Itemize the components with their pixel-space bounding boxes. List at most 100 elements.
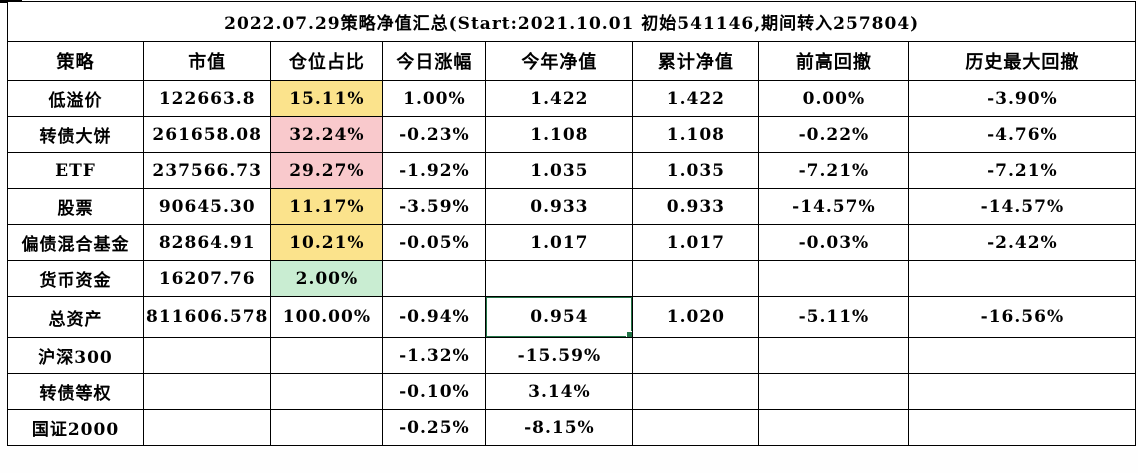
column-header[interactable]: 市值 <box>142 41 272 81</box>
value-cell[interactable]: 90645.30 <box>142 188 272 225</box>
value-cell[interactable]: 3.14% <box>485 373 634 410</box>
strategy-name-cell[interactable]: 货币资金 <box>7 260 144 297</box>
value-cell[interactable]: -1.92% <box>382 152 487 189</box>
value-cell[interactable]: -14.57% <box>758 188 910 225</box>
table-row: 转债大饼 261658.08 32.24% -0.23% 1.108 1.108 -0.22… <box>7 116 1137 153</box>
title-row: 2022.07.29策略净值汇总(Start:2021.10.01 初始5411… <box>6 1 1137 42</box>
value-cell[interactable]: 811606.578 <box>142 296 272 338</box>
value-cell[interactable]: 32.24% <box>270 116 384 153</box>
value-cell[interactable]: 0.954 <box>485 296 634 338</box>
table-row: 转债等权 -0.10% 3.14% <box>7 373 1137 410</box>
value-cell[interactable]: 0.00% <box>758 80 910 117</box>
table-row: 沪深300 -1.32% -15.59% <box>7 337 1137 374</box>
value-cell[interactable] <box>758 337 910 374</box>
value-cell[interactable]: 1.108 <box>632 116 760 153</box>
strategy-name-cell[interactable]: 转债等权 <box>7 373 144 410</box>
value-cell[interactable]: -0.03% <box>758 224 910 261</box>
value-cell[interactable]: 261658.08 <box>142 116 272 153</box>
value-cell[interactable]: 15.11% <box>270 80 384 117</box>
column-header[interactable]: 今年净值 <box>485 41 634 81</box>
value-cell[interactable] <box>632 260 760 297</box>
value-cell[interactable]: -0.05% <box>382 224 487 261</box>
value-cell[interactable] <box>908 260 1137 297</box>
strategy-name-cell[interactable]: ETF <box>7 152 144 189</box>
value-cell[interactable] <box>908 409 1137 446</box>
value-cell[interactable] <box>142 409 272 446</box>
value-cell[interactable]: -4.76% <box>908 116 1137 153</box>
value-cell[interactable] <box>758 409 910 446</box>
value-cell[interactable]: 0.933 <box>632 188 760 225</box>
value-cell[interactable]: -8.15% <box>485 409 634 446</box>
value-cell[interactable] <box>908 373 1137 410</box>
value-cell[interactable] <box>142 337 272 374</box>
value-cell[interactable]: 100.00% <box>270 296 384 338</box>
strategy-name-cell[interactable]: 沪深300 <box>7 337 144 374</box>
value-cell[interactable]: -0.23% <box>382 116 487 153</box>
strategy-name-cell[interactable]: 股票 <box>7 188 144 225</box>
strategy-name-cell[interactable]: 低溢价 <box>7 80 144 117</box>
value-cell[interactable]: 10.21% <box>270 224 384 261</box>
value-cell[interactable]: 1.020 <box>632 296 760 338</box>
value-cell[interactable] <box>142 373 272 410</box>
strategy-nav-summary-table: 2022.07.29策略净值汇总(Start:2021.10.01 初始5411… <box>6 1 1137 446</box>
value-cell[interactable] <box>632 409 760 446</box>
value-cell[interactable]: 1.00% <box>382 80 487 117</box>
column-header[interactable]: 仓位占比 <box>270 41 384 81</box>
value-cell[interactable]: 1.108 <box>485 116 634 153</box>
strategy-name-cell[interactable]: 总资产 <box>7 296 144 338</box>
value-cell[interactable]: 237566.73 <box>142 152 272 189</box>
value-cell[interactable]: -2.42% <box>908 224 1137 261</box>
table-body: 低溢价 122663.8 15.11% 1.00% 1.422 1.422 0.00% -3.… <box>7 80 1137 446</box>
value-cell[interactable]: -7.21% <box>758 152 910 189</box>
value-cell[interactable]: 1.422 <box>485 80 634 117</box>
table-title[interactable]: 2022.07.29策略净值汇总(Start:2021.10.01 初始5411… <box>6 1 1137 42</box>
value-cell[interactable]: 29.27% <box>270 152 384 189</box>
value-cell[interactable] <box>758 373 910 410</box>
table-row: ETF 237566.73 29.27% -1.92% 1.035 1.035 -7.21%… <box>7 152 1137 189</box>
column-header[interactable]: 前高回撤 <box>758 41 910 81</box>
strategy-name-cell[interactable]: 偏债混合基金 <box>7 224 144 261</box>
value-cell[interactable] <box>270 409 384 446</box>
value-cell[interactable]: 0.933 <box>485 188 634 225</box>
value-cell[interactable]: -16.56% <box>908 296 1137 338</box>
strategy-name-cell[interactable]: 国证2000 <box>7 409 144 446</box>
value-cell[interactable]: 1.422 <box>632 80 760 117</box>
value-cell[interactable] <box>382 260 487 297</box>
strategy-name-cell[interactable]: 转债大饼 <box>7 116 144 153</box>
value-cell[interactable]: -3.59% <box>382 188 487 225</box>
column-header[interactable]: 累计净值 <box>632 41 760 81</box>
value-cell[interactable]: -0.22% <box>758 116 910 153</box>
value-cell[interactable] <box>485 260 634 297</box>
table-row: 偏债混合基金 82864.91 10.21% -0.05% 1.017 1.017 -0.0… <box>7 224 1137 261</box>
value-cell[interactable]: -5.11% <box>758 296 910 338</box>
value-cell[interactable]: 122663.8 <box>142 80 272 117</box>
value-cell[interactable]: 82864.91 <box>142 224 272 261</box>
table-row: 货币资金 16207.76 2.00% <box>7 260 1137 297</box>
value-cell[interactable]: -0.10% <box>382 373 487 410</box>
value-cell[interactable]: 1.035 <box>632 152 760 189</box>
value-cell[interactable]: -0.25% <box>382 409 487 446</box>
value-cell[interactable] <box>270 373 384 410</box>
value-cell[interactable] <box>758 260 910 297</box>
value-cell[interactable] <box>908 337 1137 374</box>
value-cell[interactable]: 11.17% <box>270 188 384 225</box>
table-row: 国证2000 -0.25% -8.15% <box>7 409 1137 446</box>
value-cell[interactable]: -0.94% <box>382 296 487 338</box>
value-cell[interactable]: -7.21% <box>908 152 1137 189</box>
value-cell[interactable]: 1.035 <box>485 152 634 189</box>
value-cell[interactable]: -3.90% <box>908 80 1137 117</box>
column-header[interactable]: 策略 <box>7 41 144 81</box>
column-header[interactable]: 历史最大回撤 <box>908 41 1137 81</box>
value-cell[interactable] <box>632 373 760 410</box>
value-cell[interactable] <box>270 337 384 374</box>
value-cell[interactable]: 2.00% <box>270 260 384 297</box>
value-cell[interactable]: 16207.76 <box>142 260 272 297</box>
value-cell[interactable] <box>632 337 760 374</box>
value-cell[interactable]: 1.017 <box>485 224 634 261</box>
value-cell[interactable]: 1.017 <box>632 224 760 261</box>
value-cell[interactable]: -14.57% <box>908 188 1137 225</box>
value-cell[interactable]: -1.32% <box>382 337 487 374</box>
fill-handle[interactable] <box>626 331 632 337</box>
value-cell[interactable]: -15.59% <box>485 337 634 374</box>
column-header[interactable]: 今日涨幅 <box>382 41 487 81</box>
